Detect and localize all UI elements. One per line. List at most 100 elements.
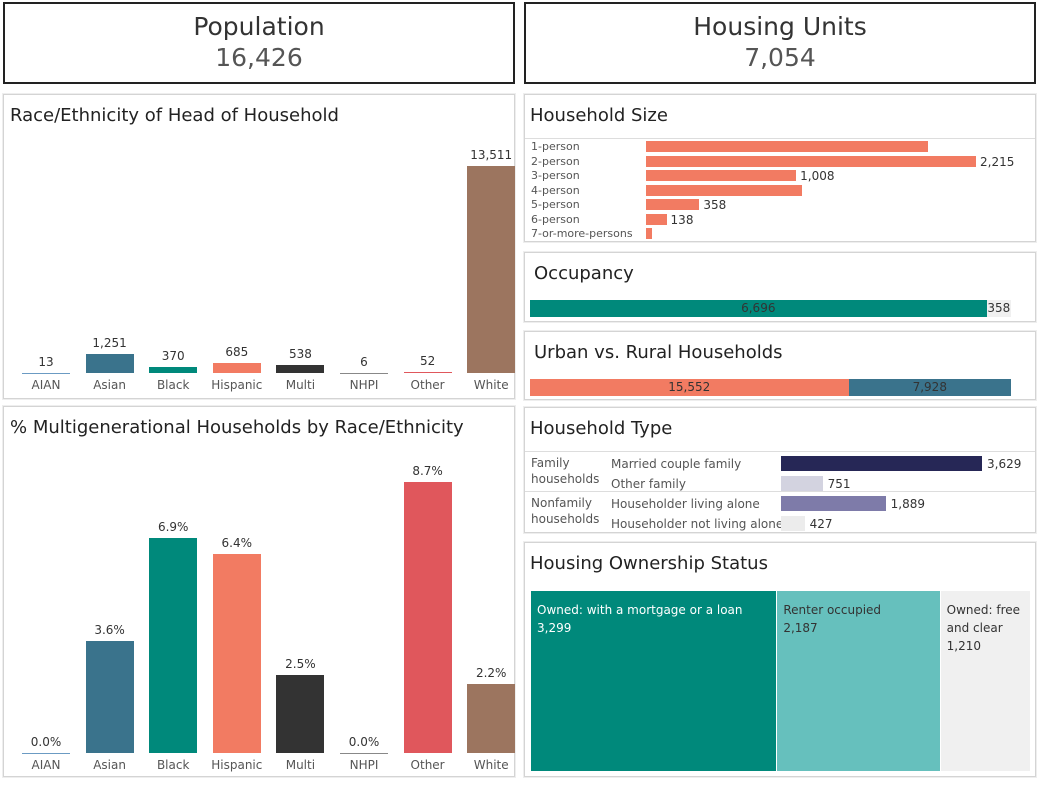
size-value: 358 xyxy=(703,198,727,212)
tile-label: Renter occupied xyxy=(783,603,882,617)
category-label: AIAN xyxy=(31,378,61,392)
category-label: NHPI xyxy=(349,378,379,392)
data-label: 538 xyxy=(288,346,312,361)
bar-aian xyxy=(22,372,70,374)
stack-segment xyxy=(530,300,987,317)
stack-segment xyxy=(986,300,1011,317)
housing-label: Housing Units xyxy=(693,12,867,41)
size-label: 2-person xyxy=(531,154,580,168)
group-divider xyxy=(525,491,1035,492)
type-bar xyxy=(781,496,886,511)
bar-white xyxy=(467,684,516,753)
stack-segment xyxy=(530,379,849,396)
household-size-panel: Household Size 1-person 2-person 2,215 3-pe… xyxy=(524,94,1036,242)
race-title: Race/Ethnicity of Head of Household xyxy=(10,105,339,126)
ownership-title: Housing Ownership Status xyxy=(530,553,768,574)
treemap-tile: Renter occupied 2,187 xyxy=(777,591,940,771)
data-label: 0.0% xyxy=(30,735,62,749)
tile-value: 3,299 xyxy=(537,621,572,635)
data-label: 52 xyxy=(419,354,436,369)
data-label: 685 xyxy=(225,344,249,359)
type-value: 1,889 xyxy=(890,497,925,511)
size-bar xyxy=(646,213,667,225)
population-label: Population xyxy=(193,12,325,41)
bar-white xyxy=(467,166,516,373)
type-bar xyxy=(781,476,823,491)
tile-label: Owned: free and clear xyxy=(946,603,1021,635)
household-type-panel: Household Type Family households Married … xyxy=(524,407,1036,533)
stack-segment xyxy=(848,379,1011,396)
group-divider xyxy=(525,451,1035,452)
category-label: NHPI xyxy=(349,758,379,772)
category-label: Multi xyxy=(285,758,316,772)
bar-hispanic xyxy=(212,362,261,373)
data-label: 1,251 xyxy=(92,335,127,350)
housing-value: 7,054 xyxy=(744,43,816,72)
segment-label: 15,552 xyxy=(668,380,711,394)
size-label: 7-or-more-persons xyxy=(531,227,633,240)
size-bar xyxy=(646,141,929,152)
ownership-panel: Housing Ownership Status Owned: with a m… xyxy=(524,542,1036,777)
size-label: 3-person xyxy=(531,169,580,182)
size-label: 6-person xyxy=(531,212,580,226)
multigen-title: % Multigenerational Households by Race/E… xyxy=(10,417,464,438)
size-bar xyxy=(646,199,700,210)
data-label: 13,511 xyxy=(470,148,513,162)
treemap-tile: Owned: free and clear 1,210 xyxy=(940,591,1030,771)
category-label: Hispanic xyxy=(211,758,263,772)
bar-aian xyxy=(22,753,70,754)
population-kpi: Population 16,426 xyxy=(3,2,515,84)
data-label: 13 xyxy=(38,354,54,369)
group-label: Nonfamily households xyxy=(531,496,600,526)
type-label: Married couple family xyxy=(611,457,742,471)
group-label: Family households xyxy=(531,456,600,486)
household-type-title: Household Type xyxy=(530,418,673,439)
size-value: 2,215 xyxy=(980,154,1015,169)
category-label: Asian xyxy=(93,758,126,772)
bar-black xyxy=(149,367,198,373)
type-value: 751 xyxy=(827,477,851,491)
type-bar xyxy=(781,516,805,531)
bar-black xyxy=(149,538,198,753)
data-label: 6.4% xyxy=(221,535,253,550)
category-label: AIAN xyxy=(31,758,61,772)
bar-other xyxy=(403,372,452,374)
data-label: 2.2% xyxy=(475,666,507,681)
category-label: Hispanic xyxy=(211,378,263,392)
category-label: Black xyxy=(156,758,190,772)
category-label: Other xyxy=(410,378,445,392)
urban-panel: Urban vs. Rural Households 15,552 7,928 xyxy=(524,331,1036,400)
treemap-tile: Owned: with a mortgage or a loan 3,299 xyxy=(531,591,777,771)
size-label: 5-person xyxy=(531,198,580,211)
data-label: 6.9% xyxy=(157,520,189,535)
segment-label: 6,696 xyxy=(741,301,776,315)
size-bar xyxy=(646,184,802,196)
data-label: 6 xyxy=(360,354,368,369)
bar-nhpi xyxy=(340,753,388,754)
data-label: 8.7% xyxy=(412,464,443,478)
category-label: White xyxy=(473,378,509,392)
category-label: Multi xyxy=(285,378,316,392)
occupancy-panel: Occupancy 6,696 358 xyxy=(524,252,1036,322)
category-label: Other xyxy=(410,758,445,772)
size-label: 1-person xyxy=(531,140,580,153)
data-label: 3.6% xyxy=(94,622,125,637)
urban-title: Urban vs. Rural Households xyxy=(534,342,783,363)
tile-value: 1,210 xyxy=(946,639,981,653)
category-label: White xyxy=(473,758,509,772)
bar-multi xyxy=(276,364,325,373)
size-bar xyxy=(646,170,797,181)
bar-asian xyxy=(85,353,134,373)
bar-nhpi xyxy=(340,372,388,374)
size-bar xyxy=(646,155,976,167)
data-label: 2.5% xyxy=(285,657,316,672)
type-label: Householder not living alone xyxy=(611,517,784,531)
type-label: Householder living alone xyxy=(611,497,760,511)
category-label: Black xyxy=(156,378,190,392)
category-label: Asian xyxy=(93,378,126,392)
tile-label: Owned: with a mortgage or a loan xyxy=(537,603,743,617)
housing-kpi: Housing Units 7,054 xyxy=(524,2,1036,84)
data-label: 0.0% xyxy=(348,735,380,749)
size-value: 1,008 xyxy=(800,169,835,183)
size-value: 138 xyxy=(670,212,694,227)
